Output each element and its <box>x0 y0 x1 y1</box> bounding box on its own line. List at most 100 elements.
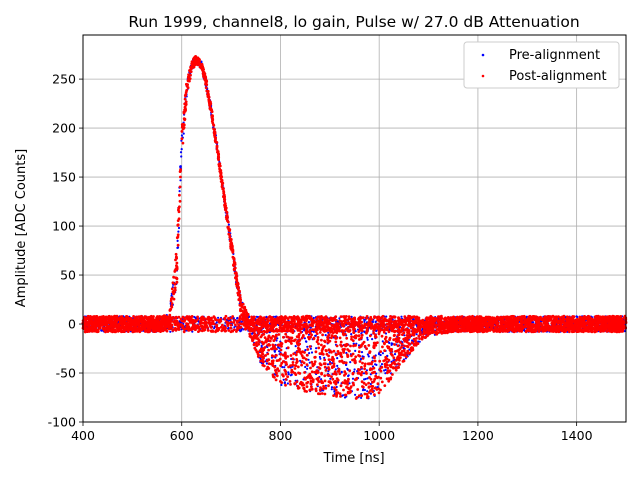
data-point <box>295 380 299 384</box>
data-point <box>383 349 386 352</box>
data-point <box>367 344 371 347</box>
data-point <box>358 360 362 363</box>
data-point <box>365 347 368 350</box>
data-point <box>172 320 175 323</box>
data-point <box>321 333 324 337</box>
data-point <box>374 320 377 323</box>
data-point <box>381 352 384 355</box>
data-point <box>177 230 180 233</box>
data-point <box>352 342 355 345</box>
data-point <box>275 374 279 378</box>
data-point <box>363 367 366 371</box>
data-point <box>279 348 283 352</box>
data-point <box>369 382 372 386</box>
data-point <box>311 328 315 332</box>
data-point <box>229 320 233 324</box>
data-point <box>330 386 334 389</box>
data-point <box>406 352 410 355</box>
data-point <box>174 252 178 256</box>
data-point <box>178 190 181 193</box>
data-point <box>363 388 366 392</box>
data-point <box>217 316 220 319</box>
data-point <box>213 327 216 330</box>
data-point <box>169 330 172 333</box>
data-point <box>415 337 418 340</box>
data-point <box>332 364 336 368</box>
data-point <box>345 363 348 366</box>
data-point <box>177 226 181 230</box>
data-point <box>291 361 295 364</box>
data-point <box>348 382 351 385</box>
data-point <box>575 315 578 318</box>
data-point <box>385 315 388 318</box>
data-point <box>346 367 349 370</box>
data-point <box>294 345 297 348</box>
data-point <box>268 339 272 343</box>
data-point <box>333 390 336 393</box>
data-point <box>357 338 361 341</box>
data-point <box>406 345 410 349</box>
data-point <box>363 378 366 381</box>
data-point <box>366 390 369 393</box>
data-point <box>239 300 242 304</box>
data-point <box>179 165 182 168</box>
data-point <box>234 323 237 327</box>
data-point <box>344 344 348 348</box>
data-point <box>278 350 281 353</box>
data-point <box>183 97 187 101</box>
data-point <box>323 344 326 348</box>
data-point <box>265 362 268 365</box>
data-point <box>299 359 302 362</box>
data-point <box>312 316 315 320</box>
data-point <box>176 239 179 242</box>
data-point <box>374 363 377 366</box>
data-point <box>354 393 357 396</box>
data-point <box>281 366 284 369</box>
data-point <box>342 394 345 397</box>
chart-title: Run 1999, channel8, lo gain, Pulse w/ 27… <box>128 13 579 31</box>
data-point <box>310 351 314 354</box>
data-point <box>302 361 306 365</box>
data-point <box>361 385 365 389</box>
data-point <box>347 374 350 378</box>
data-point <box>354 349 357 352</box>
data-point <box>180 155 183 158</box>
data-point <box>349 361 352 364</box>
data-point <box>320 378 323 381</box>
data-point <box>327 331 330 334</box>
data-point <box>260 355 263 359</box>
data-point <box>305 340 308 343</box>
data-point <box>283 381 286 384</box>
data-point <box>180 148 183 151</box>
data-point <box>182 132 185 135</box>
data-point <box>415 333 418 336</box>
data-point <box>305 363 309 367</box>
data-point <box>303 389 307 393</box>
data-point <box>274 378 278 382</box>
data-point <box>360 394 364 397</box>
data-point <box>323 374 327 378</box>
data-point <box>315 347 318 350</box>
data-point <box>316 371 320 374</box>
data-point <box>287 373 290 376</box>
data-point <box>289 374 292 377</box>
data-point <box>350 315 353 318</box>
data-point <box>287 371 290 374</box>
data-point <box>180 130 184 133</box>
data-point <box>350 333 353 336</box>
data-point <box>381 340 384 343</box>
data-point <box>227 223 230 226</box>
data-point <box>418 337 421 340</box>
data-point <box>396 344 400 348</box>
data-point <box>170 287 174 291</box>
data-point <box>366 338 369 341</box>
data-points <box>81 55 628 400</box>
data-point <box>354 355 358 359</box>
data-point <box>319 357 322 360</box>
data-point <box>306 345 309 348</box>
data-point <box>296 360 299 363</box>
data-point <box>293 367 297 370</box>
data-point <box>383 384 387 387</box>
data-point <box>179 175 182 179</box>
data-point <box>336 357 339 360</box>
